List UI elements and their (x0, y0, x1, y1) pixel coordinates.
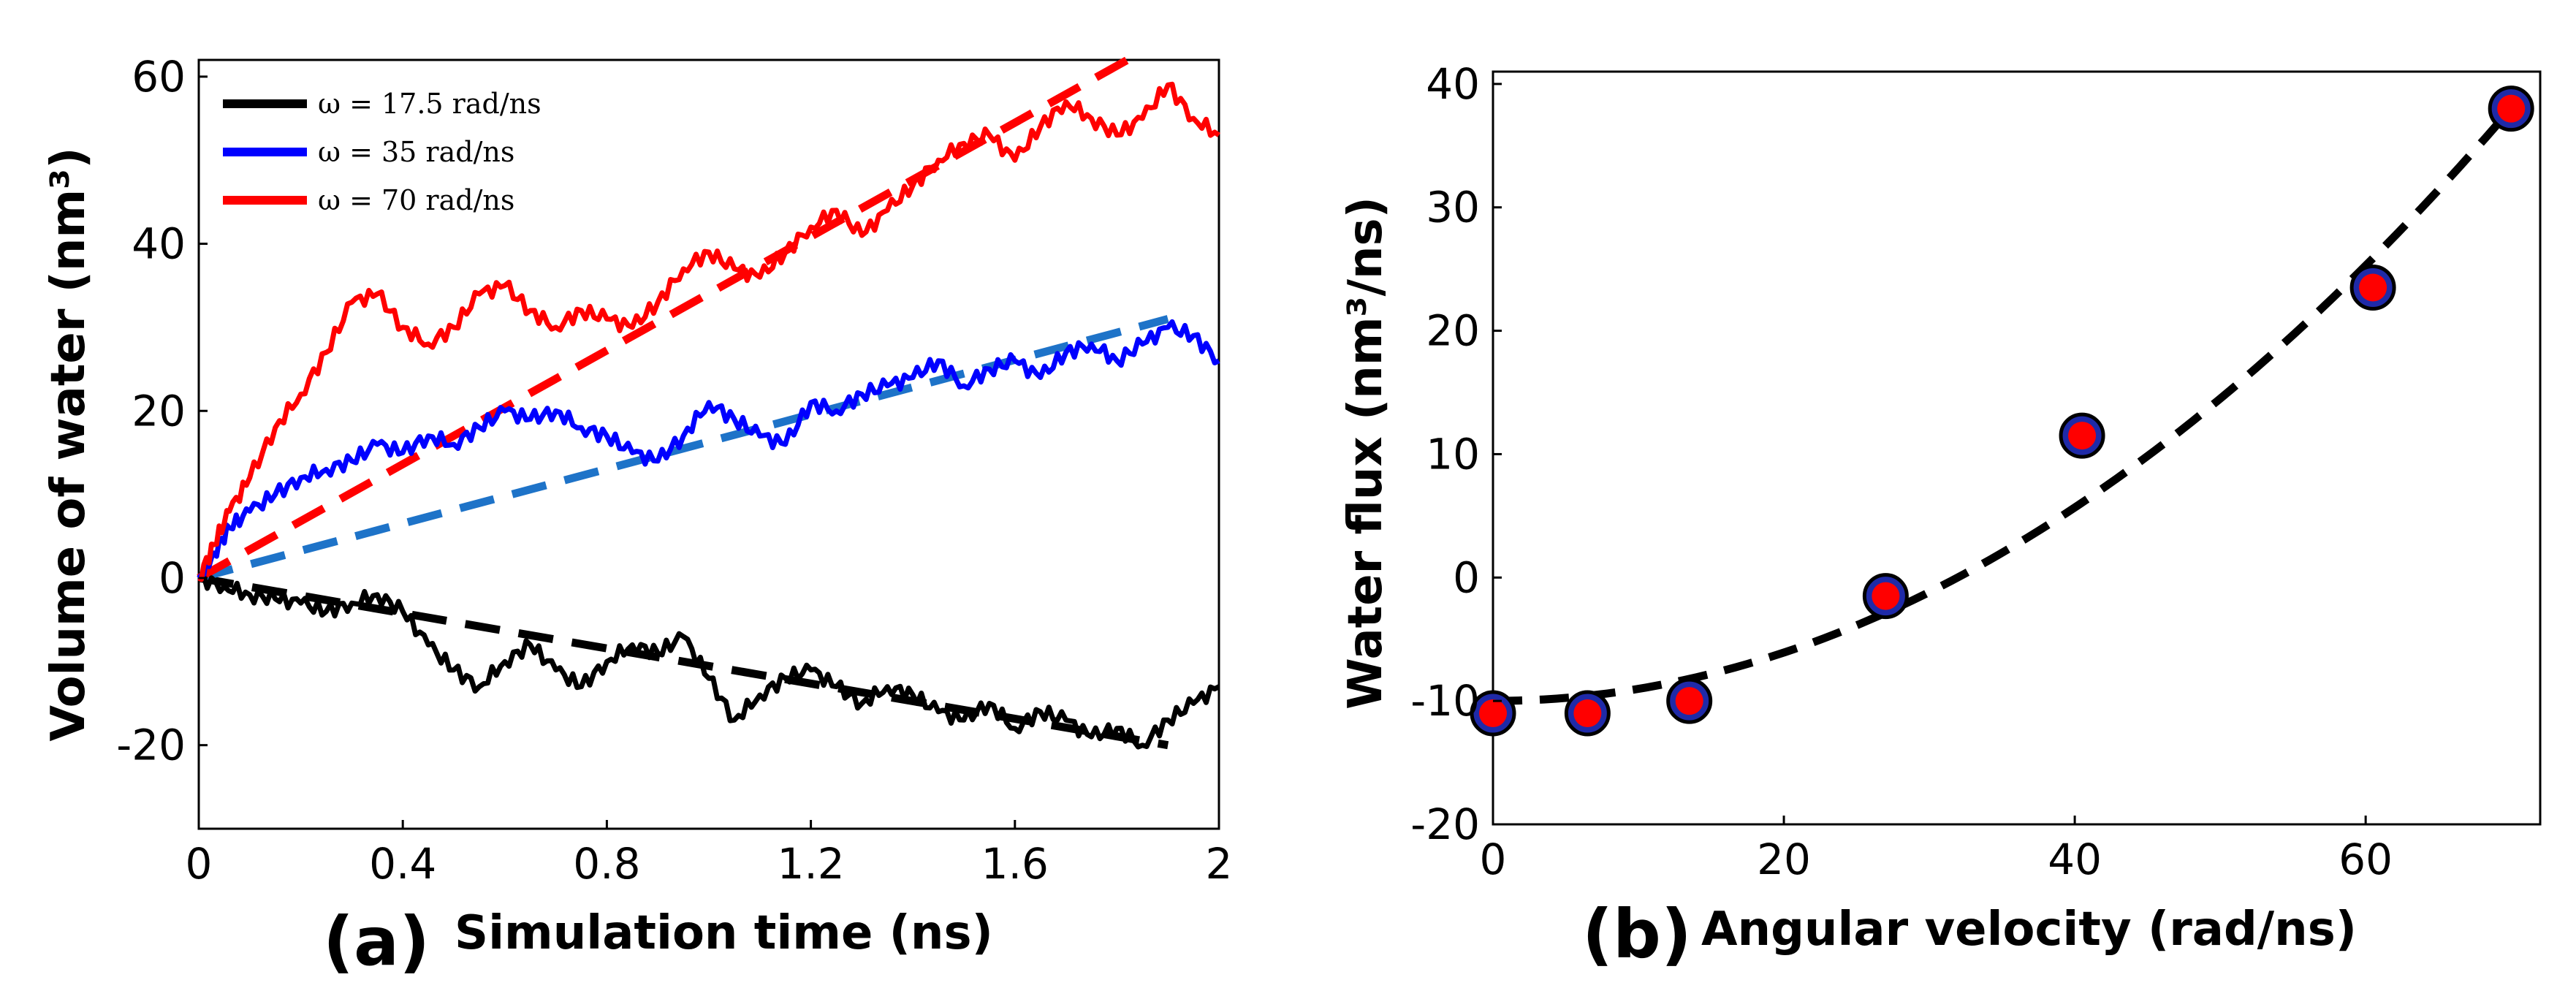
series-line-a-1 (197, 319, 1220, 580)
panel-a: 0 0.4 0.8 1.2 1.6 2 -20 0 20 40 60 ω = 17.5 rad/n… (42, 48, 1233, 981)
plot-frame-b (1492, 70, 2542, 826)
x-tick-label-a: 2 (1206, 839, 1233, 889)
y-tick-label-b: 30 (1426, 183, 1480, 232)
data-point-b-inner (1872, 582, 1900, 610)
data-point-b-inner (2068, 422, 2097, 450)
plot-frame-a (197, 58, 1220, 830)
panel-label-b: (b) (1582, 895, 1692, 973)
x-axis-label-b: Angular velocity (rad/ns) (1701, 903, 2357, 957)
x-tick-label-a: 0.8 (573, 839, 640, 889)
y-tick-label-b: 20 (1426, 306, 1480, 356)
x-tick-label-b: 0 (1480, 835, 1507, 884)
x-tick-label-a: 0 (186, 839, 213, 889)
legend-a: ω = 17.5 rad/ns ω = 35 rad/ns ω = 70 rad… (210, 70, 590, 231)
y-axis-label-b: Water flux (nm³/ns) (1339, 197, 1393, 710)
y-tick-label-a: 60 (132, 52, 186, 102)
y-tick-label-b: 40 (1426, 59, 1480, 109)
x-tick-label-a: 0.4 (369, 839, 436, 889)
y-tick-label-b: -20 (1410, 799, 1480, 849)
x-tick-label-b: 20 (1757, 835, 1811, 884)
y-tick-label-a: -20 (116, 721, 186, 770)
data-point-b-inner (1479, 699, 1507, 728)
y-tick-label-a: 20 (132, 386, 186, 436)
y-tick-label-a: 0 (159, 553, 186, 603)
data-point-b-inner (2497, 94, 2526, 123)
data-point-b-inner (1573, 699, 1602, 728)
legend-label-2: ω = 70 rad/ns (318, 184, 514, 216)
x-axis-label-a: Simulation time (ns) (455, 906, 993, 960)
fit-line-a-2 (197, 48, 1144, 582)
legend-label-0: ω = 17.5 rad/ns (318, 88, 542, 120)
fit-line-a-1 (197, 315, 1169, 582)
x-tick-label-b: 40 (2048, 835, 2102, 884)
legend-label-1: ω = 35 rad/ns (318, 136, 514, 168)
fit-curve-b (1492, 105, 2515, 705)
y-tick-label-b: -10 (1410, 676, 1480, 726)
series-line-a-0 (197, 571, 1220, 750)
x-tick-label-b: 60 (2338, 835, 2393, 884)
y-tick-label-b: 0 (1453, 552, 1480, 602)
y-axis-label-a: Volume of water (nm³) (42, 148, 96, 742)
series-line-a-2 (197, 81, 1220, 582)
y-tick-label-b: 10 (1426, 429, 1480, 479)
data-point-b-inner (2359, 273, 2387, 302)
y-tick-label-a: 40 (132, 219, 186, 269)
x-tick-label-a: 1.6 (981, 839, 1049, 889)
panel-b: 0 20 40 60 -20 -10 0 10 20 30 40 Water flux (nm³/… (1339, 59, 2542, 973)
panel-label-a: (a) (323, 903, 430, 981)
data-point-b-inner (1675, 687, 1703, 715)
x-tick-label-a: 1.2 (777, 839, 844, 889)
